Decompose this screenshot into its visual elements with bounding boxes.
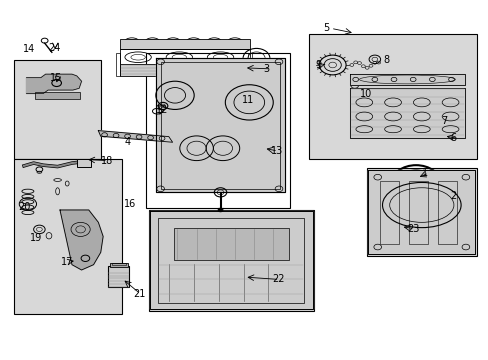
Text: 2: 2 bbox=[449, 191, 456, 201]
Text: 7: 7 bbox=[440, 116, 447, 126]
Text: 21: 21 bbox=[133, 289, 145, 299]
Bar bbox=[408, 181, 427, 243]
Text: 3: 3 bbox=[263, 64, 269, 74]
Bar bbox=[15, 60, 101, 159]
Bar bbox=[248, 53, 252, 76]
Polygon shape bbox=[156, 58, 285, 192]
Bar bbox=[160, 62, 280, 189]
Bar bbox=[437, 181, 456, 243]
Bar bbox=[148, 210, 313, 311]
Text: 24: 24 bbox=[48, 43, 61, 53]
Text: 17: 17 bbox=[61, 257, 74, 267]
Bar bbox=[112, 263, 125, 265]
Bar bbox=[120, 49, 250, 64]
Text: 14: 14 bbox=[23, 44, 35, 54]
Polygon shape bbox=[60, 210, 103, 270]
Text: 23: 23 bbox=[407, 224, 419, 234]
Bar bbox=[108, 266, 129, 287]
Text: 12: 12 bbox=[156, 105, 168, 115]
Text: 16: 16 bbox=[123, 199, 136, 209]
Bar bbox=[308, 33, 476, 159]
Bar bbox=[110, 262, 128, 267]
Text: 8: 8 bbox=[383, 55, 389, 65]
Text: 13: 13 bbox=[270, 146, 283, 156]
Text: 15: 15 bbox=[50, 73, 62, 83]
Circle shape bbox=[218, 208, 223, 212]
Text: 6: 6 bbox=[449, 133, 456, 143]
Text: 18: 18 bbox=[101, 156, 113, 166]
Bar bbox=[173, 228, 288, 260]
Polygon shape bbox=[349, 74, 464, 85]
Bar bbox=[120, 64, 250, 76]
Text: 5: 5 bbox=[323, 23, 329, 33]
Text: 19: 19 bbox=[30, 233, 42, 243]
Bar bbox=[366, 168, 476, 256]
Bar bbox=[35, 92, 80, 99]
Polygon shape bbox=[26, 74, 81, 94]
Bar bbox=[120, 39, 250, 49]
Bar bbox=[158, 218, 304, 303]
Text: 10: 10 bbox=[359, 89, 371, 99]
Text: 11: 11 bbox=[242, 95, 254, 105]
Bar bbox=[146, 53, 289, 208]
Text: 20: 20 bbox=[18, 202, 31, 212]
Bar bbox=[116, 53, 120, 76]
Text: 4: 4 bbox=[124, 137, 131, 147]
Polygon shape bbox=[367, 170, 474, 254]
Text: 1: 1 bbox=[421, 168, 427, 178]
Text: 9: 9 bbox=[314, 60, 321, 70]
Polygon shape bbox=[349, 87, 464, 138]
Bar bbox=[379, 181, 399, 243]
Text: 22: 22 bbox=[272, 274, 284, 284]
Bar bbox=[15, 159, 122, 314]
Polygon shape bbox=[98, 131, 172, 142]
Bar bbox=[77, 159, 91, 167]
Polygon shape bbox=[149, 211, 312, 310]
